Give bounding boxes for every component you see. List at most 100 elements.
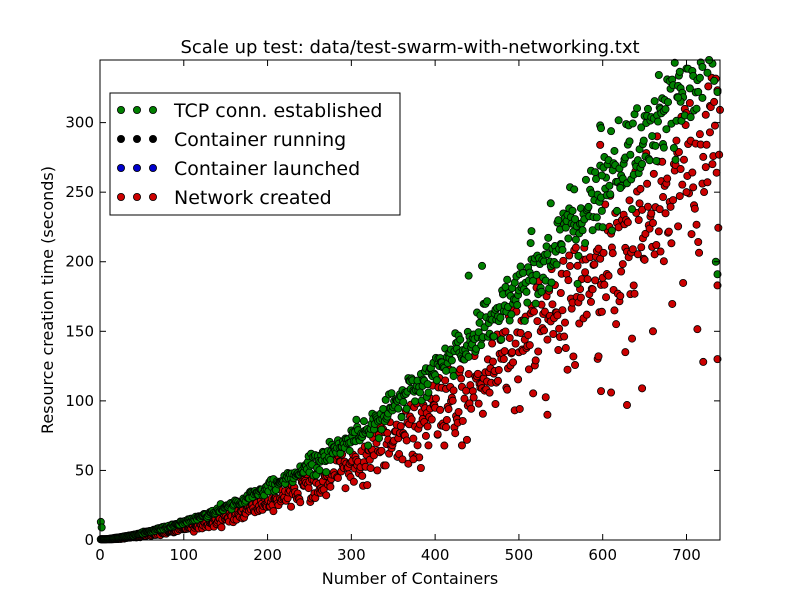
data-point — [491, 399, 500, 408]
data-point — [326, 455, 335, 464]
data-point — [703, 68, 712, 77]
data-point — [628, 245, 637, 254]
data-point — [523, 298, 532, 307]
data-point — [488, 339, 497, 348]
data-point — [686, 113, 695, 122]
data-point — [713, 88, 722, 97]
data-point — [416, 388, 425, 397]
data-point — [322, 468, 331, 477]
data-point — [440, 441, 449, 450]
data-point — [558, 245, 567, 254]
y-axis-label: Resource creation time (seconds) — [38, 166, 57, 434]
x-axis-label: Number of Containers — [322, 569, 498, 588]
x-tick-label: 500 — [505, 546, 534, 564]
data-point — [326, 482, 335, 491]
data-point — [432, 376, 441, 385]
data-point — [692, 220, 701, 229]
data-point — [573, 279, 582, 288]
data-point — [525, 341, 534, 350]
data-point — [534, 347, 543, 356]
data-point — [659, 193, 668, 202]
y-tick-label: 300 — [65, 114, 94, 132]
data-point — [606, 190, 615, 199]
data-point — [97, 523, 106, 532]
data-point — [520, 316, 529, 325]
data-point — [571, 243, 580, 252]
data-point — [694, 87, 703, 96]
data-point — [700, 188, 709, 197]
data-point — [704, 82, 713, 91]
data-point — [546, 199, 555, 208]
data-point — [597, 307, 606, 316]
data-point — [685, 98, 694, 107]
data-point — [449, 386, 458, 395]
data-point — [569, 352, 578, 361]
data-point — [558, 306, 567, 315]
data-point — [643, 179, 652, 188]
data-point — [645, 156, 654, 165]
data-point — [431, 394, 440, 403]
data-point — [477, 341, 486, 350]
data-point — [600, 280, 609, 289]
legend-marker — [117, 134, 126, 143]
data-point — [402, 436, 411, 445]
data-point — [448, 396, 457, 405]
data-point — [454, 407, 463, 416]
data-point — [576, 293, 585, 302]
data-point — [441, 376, 450, 385]
data-point — [377, 446, 386, 455]
data-point — [565, 251, 574, 260]
data-point — [561, 318, 570, 327]
data-point — [666, 202, 675, 211]
data-point — [685, 84, 694, 93]
data-point — [485, 388, 494, 397]
data-point — [705, 128, 714, 137]
data-point — [524, 331, 533, 340]
data-point — [568, 206, 577, 215]
data-point — [478, 409, 487, 418]
data-point — [474, 399, 483, 408]
data-point — [678, 180, 687, 189]
data-point — [460, 394, 469, 403]
data-point — [554, 346, 563, 355]
data-point — [296, 498, 305, 507]
legend-marker — [148, 134, 157, 143]
data-point — [597, 124, 606, 133]
data-point — [423, 422, 432, 431]
data-point — [519, 268, 528, 277]
data-point — [442, 415, 451, 424]
data-point — [674, 222, 683, 231]
data-point — [703, 178, 712, 187]
data-point — [623, 401, 632, 410]
data-point — [501, 327, 510, 336]
data-point — [537, 287, 546, 296]
data-point — [617, 267, 626, 276]
data-point — [564, 276, 573, 285]
data-point — [547, 278, 556, 287]
data-point — [494, 366, 503, 375]
data-point — [333, 473, 342, 482]
data-point — [588, 226, 597, 235]
data-point — [560, 332, 569, 341]
data-point — [363, 481, 372, 490]
data-point — [540, 307, 549, 316]
data-point — [590, 260, 599, 269]
data-point — [634, 216, 643, 225]
data-point — [695, 248, 704, 257]
data-point — [651, 141, 660, 150]
data-point — [637, 123, 646, 132]
data-point — [475, 318, 484, 327]
data-point — [374, 434, 383, 443]
data-point — [341, 484, 350, 493]
legend-box — [109, 92, 401, 216]
data-point — [701, 163, 710, 172]
data-point — [458, 416, 467, 425]
data-point — [530, 307, 539, 316]
data-point — [628, 119, 637, 128]
data-point — [643, 104, 652, 113]
data-point — [640, 255, 649, 264]
data-point — [424, 441, 433, 450]
y-tick-label: 150 — [65, 322, 94, 340]
x-tick-label: 300 — [337, 546, 366, 564]
